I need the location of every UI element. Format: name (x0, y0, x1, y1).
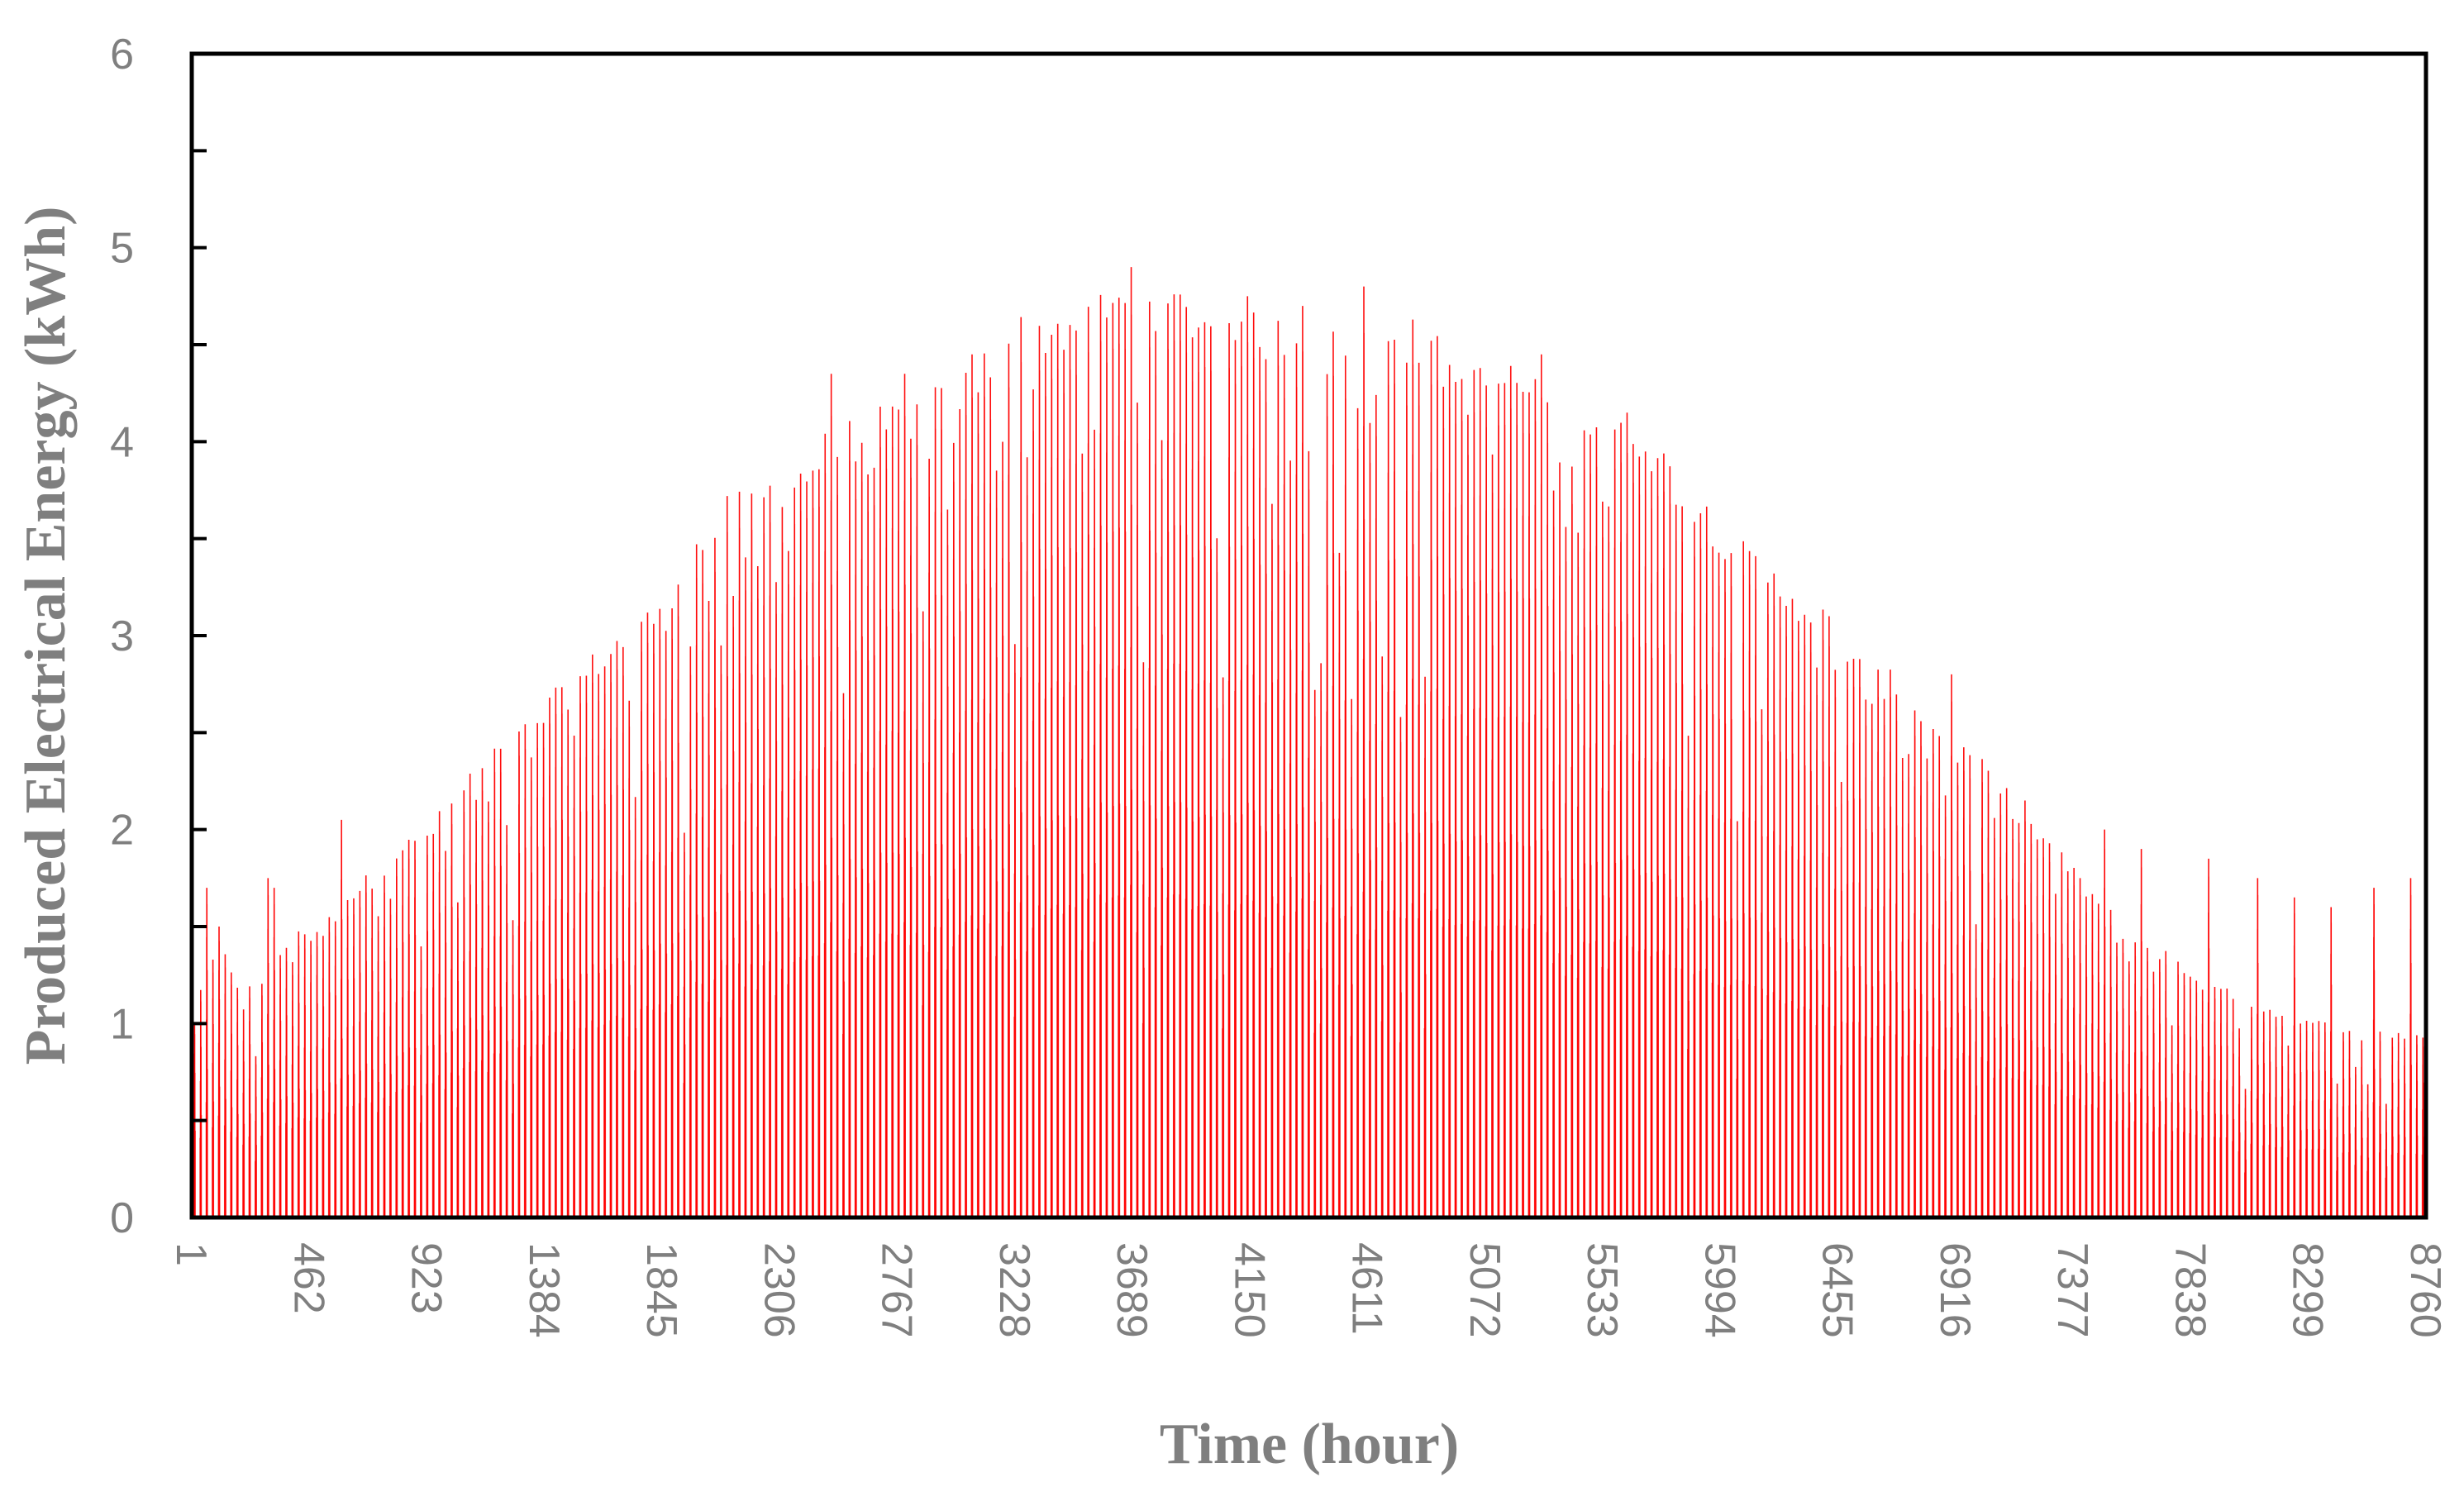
y-axis: 0 1 2 3 4 5 6 (110, 31, 207, 1242)
x-tick-label: 2767 (873, 1242, 921, 1338)
x-tick-label: 462 (284, 1242, 332, 1314)
x-axis-title: Time (hour) (1160, 1413, 1459, 1476)
x-axis: 1 462 923 1384 1845 2306 2767 3228 3689 4150 4611 5… (167, 1242, 2449, 1338)
x-tick-label: 6455 (1813, 1242, 1861, 1338)
y-tick-label: 5 (110, 225, 134, 273)
x-tick-label: 1384 (520, 1242, 568, 1338)
x-tick-label: 3689 (1108, 1242, 1156, 1338)
x-tick-label: 1 (167, 1242, 215, 1266)
x-tick-label: 8299 (2284, 1242, 2332, 1338)
y-axis-title: Produced Electrical Energy (kWh) (14, 207, 78, 1065)
x-tick-label: 1845 (637, 1242, 685, 1338)
x-tick-label: 8760 (2401, 1242, 2449, 1338)
x-tick-label: 5994 (1695, 1242, 1743, 1338)
y-tick-label: 1 (110, 1000, 134, 1048)
x-tick-label: 5533 (1578, 1242, 1626, 1338)
y-tick-label: 4 (110, 418, 134, 466)
x-tick-label: 7838 (2166, 1242, 2214, 1338)
x-tick-label: 923 (403, 1242, 450, 1314)
y-tick-label: 0 (110, 1194, 134, 1242)
x-tick-label: 7377 (2048, 1242, 2096, 1338)
x-tick-label: 2306 (755, 1242, 803, 1338)
x-tick-label: 3228 (990, 1242, 1038, 1338)
x-tick-label: 4611 (1343, 1242, 1391, 1335)
y-tick-label: 3 (110, 612, 134, 660)
x-tick-label: 4150 (1225, 1242, 1273, 1338)
y-tick-label: 6 (110, 31, 134, 79)
bars-layer (193, 267, 2424, 1217)
x-tick-label: 6916 (1931, 1242, 1979, 1338)
y-tick-label: 2 (110, 807, 134, 855)
x-tick-label: 5072 (1461, 1242, 1508, 1338)
